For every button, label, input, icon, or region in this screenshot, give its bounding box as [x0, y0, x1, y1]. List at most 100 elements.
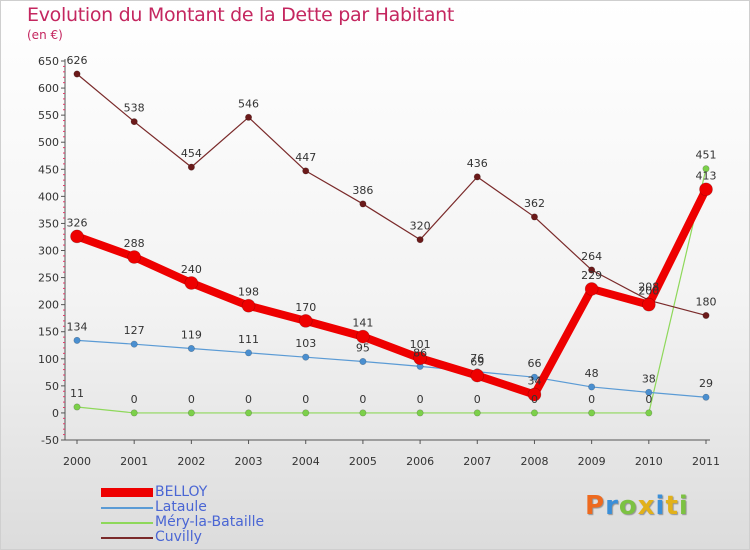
x-tick-label: 2005: [349, 455, 377, 468]
y-tick-label: -50: [41, 434, 59, 447]
data-label-m-ry-la-bataille: 451: [696, 149, 717, 162]
data-label-m-ry-la-bataille: 11: [70, 387, 84, 400]
data-label-m-ry-la-bataille: 0: [531, 393, 538, 406]
data-label-lataule: 134: [67, 320, 88, 333]
data-point-lataule: [645, 388, 653, 396]
y-tick-label: 150: [38, 326, 59, 339]
data-labels: 11 0 0 0 0 0 0 0 0 0 0 451 134 127 119 111 103 95 86 76 66 48…: [67, 54, 717, 406]
data-point-belloy: [298, 314, 313, 328]
data-label-cuvilly: 180: [696, 295, 717, 308]
y-tick-label: 350: [38, 217, 59, 230]
data-label-cuvilly: 320: [410, 220, 431, 233]
data-point-cuvilly: [588, 266, 596, 274]
data-label-cuvilly: 454: [181, 147, 202, 160]
data-label-lataule: 86: [413, 346, 427, 359]
data-label-lataule: 38: [642, 372, 656, 385]
y-tick-label: 250: [38, 272, 59, 285]
legend-label: Cuvilly: [155, 529, 202, 545]
y-tick-label: 400: [38, 190, 59, 203]
legend-swatch: [101, 506, 153, 509]
y-tick-label: 100: [38, 353, 59, 366]
data-label-lataule: 119: [181, 328, 202, 341]
x-tick-label: 2011: [692, 455, 720, 468]
data-point-belloy: [70, 229, 84, 244]
data-point-cuvilly: [416, 236, 424, 244]
data-label-belloy: 240: [181, 263, 202, 276]
data-label-cuvilly: 264: [581, 250, 602, 263]
axes: -50 0 50 100 150 200 250 300 350 400 450 500 550 600 6…: [38, 55, 720, 468]
data-point-lataule: [302, 353, 310, 361]
data-label-belloy: 413: [696, 169, 717, 182]
data-label-lataule: 29: [699, 377, 713, 390]
data-label-cuvilly: 538: [124, 102, 145, 115]
y-tick-label: 650: [38, 55, 59, 68]
data-label-belloy: 198: [238, 286, 259, 299]
data-point-m-ry-la-bataille: [130, 409, 138, 417]
x-tick-label: 2003: [235, 455, 263, 468]
legend-swatch: [101, 521, 153, 524]
data-point-belloy: [642, 297, 656, 312]
data-label-belloy: 34: [527, 375, 541, 388]
data-label-cuvilly: 546: [238, 97, 259, 110]
series-line-lataule: [76, 339, 707, 398]
data-point-belloy: [127, 250, 141, 264]
data-label-m-ry-la-bataille: 0: [359, 393, 366, 406]
data-label-cuvilly: 208: [638, 280, 659, 293]
data-point-belloy: [356, 329, 370, 344]
x-tick-label: 2000: [63, 455, 91, 468]
series-line-cuvilly: [76, 73, 707, 317]
data-label-lataule: 66: [527, 357, 541, 370]
chart-title: Evolution du Montant de la Dette par Hab…: [27, 4, 455, 26]
x-tick-label: 2009: [578, 455, 606, 468]
x-tick-label: 2001: [120, 455, 148, 468]
data-label-cuvilly: 436: [467, 157, 488, 170]
data-label-belloy: 141: [352, 317, 373, 330]
data-point-belloy: [584, 282, 599, 296]
data-point-cuvilly: [530, 213, 538, 221]
y-tick-label: 50: [45, 380, 59, 393]
data-label-m-ry-la-bataille: 0: [302, 393, 309, 406]
data-label-belloy: 288: [124, 237, 145, 250]
proxiti-logo: Proxiti: [585, 491, 689, 521]
data-label-m-ry-la-bataille: 0: [245, 393, 252, 406]
y-tick-label: 550: [38, 109, 59, 122]
legend-item: Cuvilly: [101, 530, 264, 545]
data-label-m-ry-la-bataille: 0: [131, 393, 138, 406]
data-label-belloy: 170: [295, 301, 316, 314]
legend-swatch: [101, 536, 153, 539]
data-point-belloy: [527, 387, 542, 402]
series-line-belloy: [73, 185, 710, 399]
data-label-m-ry-la-bataille: 0: [474, 393, 481, 406]
data-point-m-ry-la-bataille: [302, 409, 310, 417]
legend-item: Méry-la-Bataille: [101, 515, 264, 530]
data-point-m-ry-la-bataille: [73, 403, 81, 411]
data-label-cuvilly: 386: [352, 184, 373, 197]
data-point-m-ry-la-bataille: [187, 409, 195, 417]
legend-item: Lataule: [101, 500, 264, 515]
data-point-cuvilly: [359, 200, 367, 208]
data-point-m-ry-la-bataille: [645, 409, 653, 417]
data-point-cuvilly: [302, 167, 310, 175]
series-line-m-ry-la-bataille: [76, 168, 707, 414]
y-tick-label: 0: [52, 407, 59, 420]
data-label-m-ry-la-bataille: 0: [588, 393, 595, 406]
data-point-m-ry-la-bataille: [245, 409, 253, 417]
legend-item: BELLOY: [101, 485, 264, 500]
data-label-lataule: 103: [295, 337, 316, 350]
data-point-belloy: [184, 276, 199, 290]
data-point-lataule: [588, 383, 596, 391]
y-tick-label: 500: [38, 136, 59, 149]
data-label-belloy: 229: [581, 269, 602, 282]
data-label-m-ry-la-bataille: 0: [188, 393, 195, 406]
data-point-m-ry-la-bataille: [359, 409, 367, 417]
data-point-belloy: [699, 182, 713, 197]
data-point-cuvilly: [73, 70, 81, 78]
data-point-m-ry-la-bataille: [702, 165, 710, 173]
data-label-belloy: 101: [410, 338, 431, 351]
data-label-lataule: 111: [238, 333, 259, 346]
data-point-lataule: [530, 373, 538, 381]
data-label-m-ry-la-bataille: 0: [417, 393, 424, 406]
legend-label: Lataule: [155, 499, 207, 515]
data-point-lataule: [702, 393, 710, 401]
